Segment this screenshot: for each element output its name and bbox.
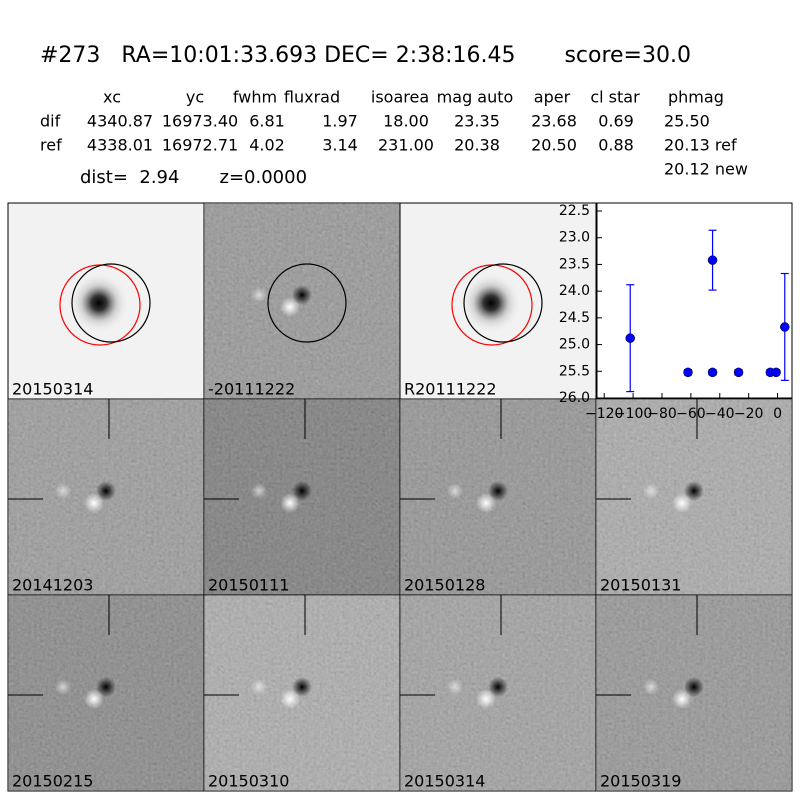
table-cell: 18.00	[383, 112, 429, 131]
residual-light	[643, 483, 659, 499]
table-header: phmag	[668, 88, 724, 107]
y-tick-label: 26.0	[559, 390, 590, 406]
stamp-label: 20150131	[600, 576, 681, 595]
table-cell: 4338.01	[87, 136, 153, 155]
new-circle	[267, 263, 347, 343]
table-cell: 23.35	[454, 112, 500, 131]
table-cell: 231.00	[378, 136, 434, 155]
table-cell: 23.68	[531, 112, 577, 131]
stamp-label: 20150111	[208, 576, 289, 595]
residual-light	[251, 483, 267, 499]
residual-light	[55, 679, 71, 695]
new-circle	[463, 263, 543, 343]
residual-light	[447, 679, 463, 695]
table-header: fwhm	[233, 88, 277, 107]
table-cell: 4.02	[249, 136, 285, 155]
residual-light	[55, 483, 71, 499]
table-header: mag auto	[437, 88, 514, 107]
y-tick-label: 25.0	[559, 337, 590, 353]
residual-light	[476, 689, 496, 709]
point	[683, 367, 693, 378]
residual-light	[84, 689, 104, 709]
table-cell: 0.69	[598, 112, 634, 131]
x-tick-label: −80	[647, 406, 677, 422]
stamp-label: 20150215	[12, 772, 93, 791]
residual-light	[280, 689, 300, 709]
table-extra: 20.12 new	[664, 160, 748, 179]
table-header: cl star	[590, 88, 640, 107]
table-cell: 1.97	[322, 112, 358, 131]
residual-light	[476, 493, 496, 513]
stamp-label: R20111222	[404, 380, 497, 399]
residual-light	[643, 679, 659, 695]
table-cell: ref	[40, 136, 62, 155]
table-cell: 3.14	[322, 136, 358, 155]
table-cell: 20.50	[531, 136, 577, 155]
table-header: xc	[103, 88, 121, 107]
residual-light	[280, 297, 300, 317]
residual-light	[84, 493, 104, 513]
residual-light	[251, 287, 267, 303]
table-header: isoarea	[371, 88, 429, 107]
point	[780, 322, 790, 332]
star	[69, 273, 129, 333]
stamps: 20150314 -20111222 R20111222 20141203 201501…	[7, 202, 793, 792]
residual-light	[447, 483, 463, 499]
table-cell: 25.50	[664, 112, 710, 131]
y-tick-label: 24.5	[559, 310, 590, 326]
table-header: fluxrad	[284, 88, 340, 107]
y-tick-label: 24.0	[559, 283, 590, 299]
new-circle	[71, 263, 151, 343]
point	[625, 333, 635, 343]
x-tick-label: −20	[734, 406, 764, 422]
plot-area	[596, 202, 793, 399]
stamp-label: 20150319	[600, 772, 681, 791]
table-cell: 6.81	[249, 112, 285, 131]
table-cell: 4340.87	[87, 112, 153, 131]
star	[461, 273, 521, 333]
x-tick-label: −120	[585, 406, 623, 422]
table-cell: dif	[40, 112, 61, 131]
residual-light	[280, 493, 300, 513]
lightcurve: 22.5 23.0 23.5 24.0 24.5 25.0 25.5 26.0−120−100…	[559, 202, 793, 422]
table-cell: 16972.71	[162, 136, 238, 155]
y-tick-label: 23.0	[559, 230, 590, 246]
table-cell: 20.38	[454, 136, 500, 155]
summary: dist= 2.94 z=0.0000	[80, 167, 307, 188]
y-tick-label: 23.5	[559, 256, 590, 272]
table-cell: 20.13 ref	[664, 136, 737, 155]
point	[733, 367, 744, 378]
y-tick-label: 22.5	[559, 203, 590, 219]
stamp-label: 20150310	[208, 772, 289, 791]
point	[771, 367, 781, 378]
table-header: yc	[186, 88, 204, 107]
x-tick-label: −100	[614, 406, 652, 422]
x-tick-label: −60	[676, 406, 706, 422]
table-cell: 0.88	[598, 136, 634, 155]
point	[707, 255, 718, 265]
residual-light	[251, 679, 267, 695]
stamp-label: 20150128	[404, 576, 485, 595]
residual-light	[672, 689, 692, 709]
point	[707, 367, 718, 378]
stamp-label: 20150314	[12, 380, 93, 399]
x-tick-label: 0	[773, 406, 782, 422]
stamp-label: 20141203	[12, 576, 93, 595]
residual-light	[672, 493, 692, 513]
title: #273 RA=10:01:33.693 DEC= 2:38:16.45 sco…	[40, 43, 691, 68]
stamp-label: -20111222	[208, 380, 295, 399]
table-cell: 16973.40	[162, 112, 238, 131]
y-tick-label: 25.5	[559, 363, 590, 379]
stamp-label: 20150314	[404, 772, 485, 791]
x-tick-label: −40	[705, 406, 735, 422]
table-header: aper	[534, 88, 571, 107]
